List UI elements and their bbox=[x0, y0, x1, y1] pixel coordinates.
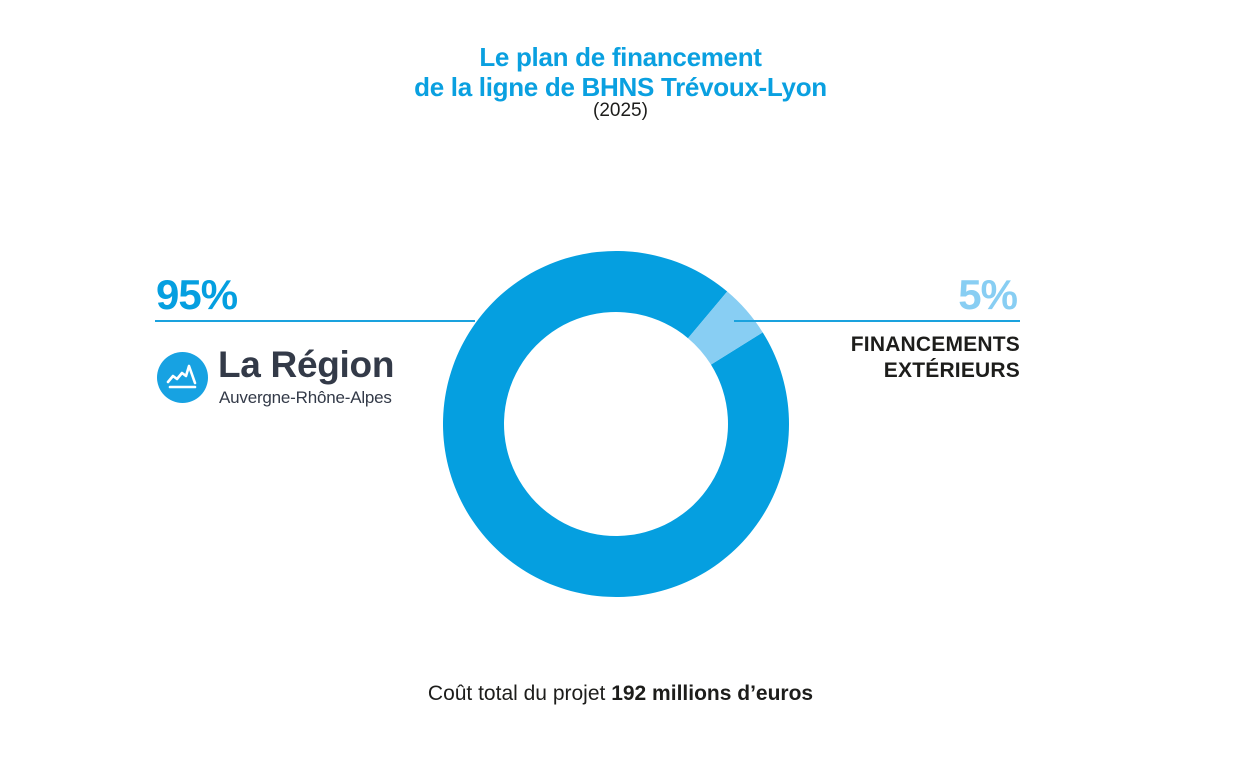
chart-subtitle-year: (2025) bbox=[593, 100, 648, 121]
region-logo-name: La Région bbox=[218, 344, 395, 385]
region-logo-icon bbox=[157, 352, 208, 403]
chart-title-line1: Le plan de financement bbox=[479, 42, 762, 72]
external-label-line2: EXTÉRIEURS bbox=[883, 359, 1020, 382]
external-label-line1: FINANCEMENTS bbox=[850, 333, 1020, 356]
chart-title-line2: de la ligne de BHNS Trévoux-Lyon bbox=[414, 72, 827, 102]
external-leader-line bbox=[734, 320, 1020, 322]
total-cost: Coût total du projet 192 millions d’euro… bbox=[0, 682, 1241, 706]
region-logo-subtitle: Auvergne-Rhône-Alpes bbox=[219, 388, 392, 407]
donut-segments bbox=[443, 251, 790, 597]
external-percent: 5% bbox=[958, 271, 1018, 318]
total-cost-amount: 192 millions d’euros bbox=[611, 682, 814, 705]
region-percent: 95% bbox=[156, 271, 238, 318]
donut-segment-external bbox=[687, 291, 763, 365]
region-leader-line bbox=[155, 320, 475, 322]
total-cost-prefix: Coût total du projet bbox=[427, 682, 612, 705]
donut-segment-region bbox=[443, 251, 790, 597]
external-funding-label: FINANCEMENTS EXTÉRIEURS bbox=[851, 332, 1020, 384]
mountain-icon bbox=[166, 364, 197, 389]
